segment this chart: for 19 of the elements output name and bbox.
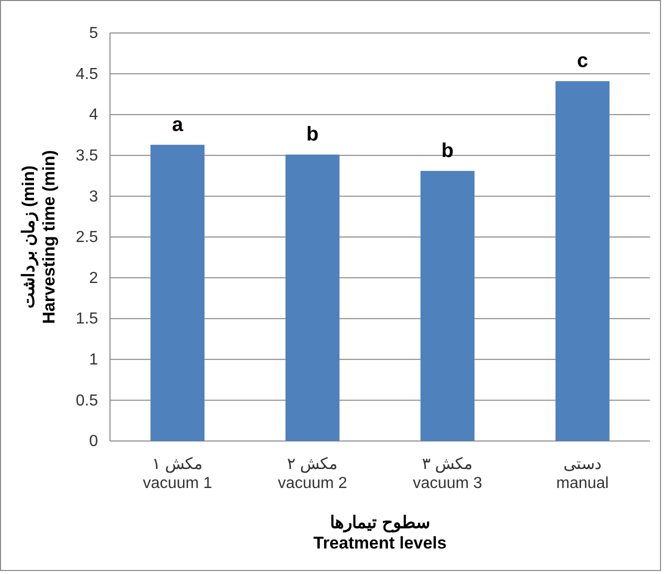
y-tick-label: 4.5 (76, 66, 98, 83)
annotation: c (576, 50, 588, 72)
annotation: a (172, 114, 184, 136)
y-tick-label: 1.5 (76, 310, 98, 328)
y-tick-label: 3.5 (76, 148, 98, 165)
y-tick-label: 0 (89, 433, 98, 450)
bar (286, 154, 340, 441)
annotation: b (306, 124, 319, 146)
y-tick-label: 4 (89, 106, 98, 124)
y-tick-label: 0.5 (76, 392, 98, 410)
bar (556, 81, 610, 441)
y-tick-label: 1 (89, 352, 98, 369)
y-tick-label: 5 (89, 25, 98, 42)
bar (420, 170, 474, 441)
annotation: b (441, 140, 454, 162)
bar (150, 144, 204, 441)
y-tick-label: 2.5 (76, 229, 98, 246)
y-tick-label: 3 (89, 188, 98, 206)
y-tick-label: 2 (89, 270, 98, 287)
